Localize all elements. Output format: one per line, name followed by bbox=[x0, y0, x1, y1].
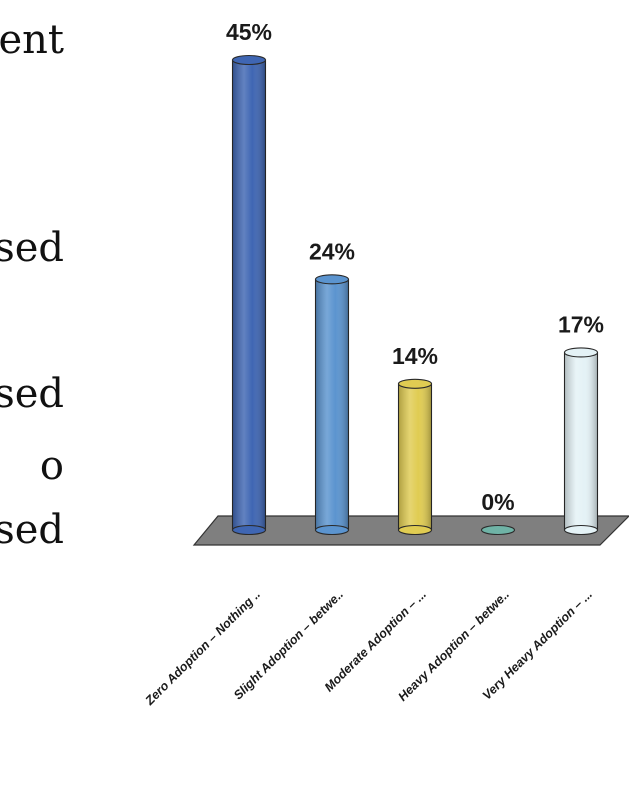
left-text-line: sed bbox=[0, 507, 64, 553]
data-label: 14% bbox=[392, 343, 438, 369]
data-label: 24% bbox=[309, 238, 355, 264]
bar bbox=[314, 274, 350, 536]
left-text-line: sed bbox=[0, 371, 64, 417]
left-text-line: o bbox=[39, 443, 64, 489]
bars-group bbox=[231, 54, 599, 536]
bar bbox=[480, 524, 516, 536]
labels-group: 45%Zero Adoption – Nothing ..24%Slight A… bbox=[142, 19, 604, 708]
bar bbox=[231, 54, 267, 536]
bar bbox=[397, 378, 433, 536]
data-label: 17% bbox=[558, 311, 604, 337]
left-text-line: ent bbox=[0, 17, 64, 63]
data-label: 45% bbox=[226, 19, 272, 45]
bar bbox=[563, 347, 599, 536]
left-slide-text: ent sed sed o sed bbox=[0, 0, 70, 806]
data-label: 0% bbox=[481, 489, 514, 515]
left-text-line: sed bbox=[0, 225, 64, 271]
